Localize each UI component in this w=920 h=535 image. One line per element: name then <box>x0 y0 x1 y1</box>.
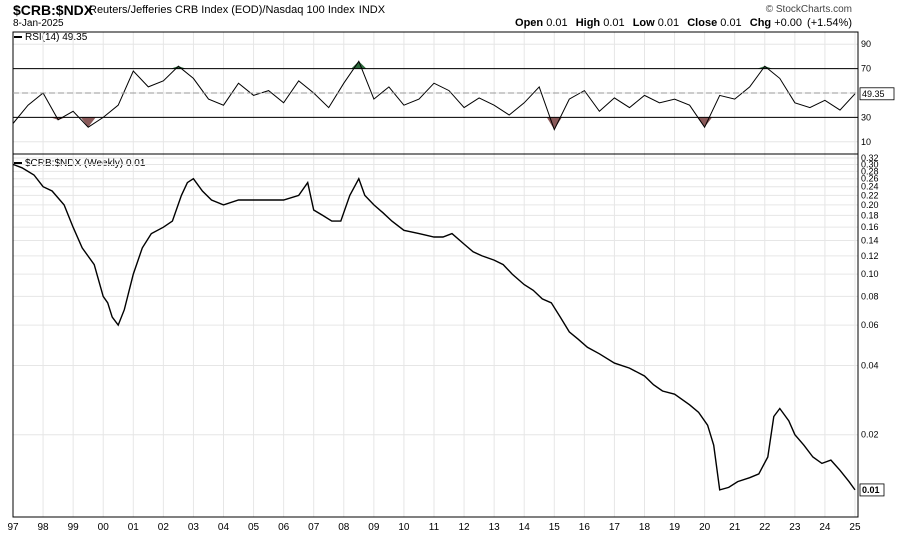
x-tick-label: 99 <box>68 522 80 533</box>
price-y-tick: 0.24 <box>861 182 879 192</box>
x-tick-label: 14 <box>519 522 531 533</box>
price-panel <box>12 153 859 518</box>
rsi-y-tick: 70 <box>861 64 871 74</box>
exchange-label: INDX <box>358 4 386 16</box>
price-last-value-box <box>859 483 885 497</box>
price-legend-swatch <box>14 162 22 165</box>
low-value: 0.01 <box>657 17 680 29</box>
x-tick-label: 20 <box>699 522 711 533</box>
price-y-tick: 0.16 <box>861 222 879 232</box>
rsi-line <box>12 60 856 131</box>
x-tick-label: 97 <box>7 522 19 533</box>
description-text: Reuters/Jefferies CRB Index (EOD)/Nasdaq… <box>89 4 355 16</box>
price-legend: $CRB:$NDX (Weekly) 0.01 <box>14 158 145 169</box>
x-tick-label: 25 <box>849 522 861 533</box>
x-tick-label: 12 <box>459 522 471 533</box>
symbol-title: $CRB:$NDX <box>13 2 94 18</box>
price-y-tick: 0.30 <box>861 159 879 169</box>
rsi-zone-fill <box>757 66 773 69</box>
low-label: Low <box>632 17 655 29</box>
price-y-tick: 0.26 <box>861 174 879 184</box>
x-tick-label: 24 <box>819 522 831 533</box>
rsi-zone-fill <box>170 66 186 69</box>
x-tick-label: 10 <box>398 522 410 533</box>
x-tick-label: 03 <box>188 522 200 533</box>
x-tick-label: 11 <box>429 522 440 533</box>
rsi-y-tick: 90 <box>861 39 871 49</box>
rsi-zone-fills <box>13 61 773 130</box>
x-tick-label: 02 <box>158 522 170 533</box>
x-tick-label: 22 <box>759 522 771 533</box>
rsi-last-value-box <box>859 87 895 101</box>
rsi-y-tick: 30 <box>861 112 871 122</box>
high-label: High <box>575 17 601 29</box>
price-y-tick: 0.06 <box>861 320 879 330</box>
price-last-value: 0.01 <box>862 485 880 495</box>
chart-date: 8-Jan-2025 <box>13 18 64 29</box>
high-value: 0.01 <box>603 17 625 29</box>
price-y-tick: 0.18 <box>861 210 879 220</box>
x-tick-label: 18 <box>639 522 651 533</box>
x-tick-label: 01 <box>128 522 140 533</box>
price-y-tick: 0.02 <box>861 430 879 440</box>
x-tick-label: 06 <box>278 522 290 533</box>
x-tick-label: 04 <box>218 522 230 533</box>
rsi-last-value: 49.35 <box>862 89 885 99</box>
x-tick-label: 08 <box>338 522 350 533</box>
price-y-tick: 0.28 <box>861 166 879 176</box>
price-y-tick: 0.12 <box>861 251 879 261</box>
price-y-tick: 0.14 <box>861 236 879 246</box>
x-tick-label: 07 <box>308 522 320 533</box>
price-line <box>12 163 856 491</box>
x-tick-label: 00 <box>98 522 110 533</box>
price-y-tick: 0.04 <box>861 361 879 371</box>
x-tick-label: 98 <box>38 522 50 533</box>
price-legend-text: $CRB:$NDX (Weekly) 0.01 <box>25 158 146 169</box>
grid-layer <box>12 32 858 517</box>
quote-summary: Open 0.01 High 0.01 Low 0.01 Close 0.01 … <box>515 17 852 29</box>
open-value: 0.01 <box>546 17 568 29</box>
x-tick-label: 09 <box>368 522 380 533</box>
chg-label: Chg <box>749 17 772 29</box>
rsi-zone-fill <box>80 117 96 128</box>
axis-labels: 97 98 99 00 01 02 03 04 05 06 07 08 09 10 11 12 13 14 15 16… <box>7 39 895 533</box>
symbol-description: Reuters/Jefferies CRB Index (EOD)/Nasdaq… <box>89 4 385 16</box>
chart-header: $CRB:$NDX Reuters/Jefferies CRB Index (E… <box>0 0 920 34</box>
rsi-zone-fill <box>546 117 562 130</box>
price-y-tick: 0.22 <box>861 190 879 200</box>
x-tick-label: 23 <box>789 522 801 533</box>
price-y-tick: 0.08 <box>861 291 879 301</box>
brand-logo: © StockCharts.com <box>765 4 852 15</box>
close-value: 0.01 <box>720 17 742 29</box>
rsi-legend-swatch <box>14 36 22 39</box>
x-tick-label: 13 <box>489 522 501 533</box>
price-y-tick: 0.10 <box>861 269 879 279</box>
price-y-tick: 0.32 <box>861 153 879 163</box>
open-label: Open <box>515 17 544 29</box>
x-tick-label: 16 <box>579 522 591 533</box>
x-tick-label: 05 <box>248 522 260 533</box>
x-tick-label: 17 <box>609 522 621 533</box>
rsi-legend: RSI(14) 49.35 <box>14 32 87 43</box>
rsi-legend-text: RSI(14) 49.35 <box>25 32 88 43</box>
price-panel-border <box>12 153 859 518</box>
x-tick-label: 19 <box>669 522 681 533</box>
chg-percent: (+1.54%) <box>807 17 852 29</box>
rsi-panel <box>12 31 859 155</box>
x-tick-label: 15 <box>549 522 561 533</box>
price-y-tick: 0.20 <box>861 200 879 210</box>
close-label: Close <box>687 17 718 29</box>
chg-value: +0.00 <box>774 17 803 29</box>
x-tick-label: 21 <box>729 522 741 533</box>
rsi-y-tick: 10 <box>861 137 871 147</box>
